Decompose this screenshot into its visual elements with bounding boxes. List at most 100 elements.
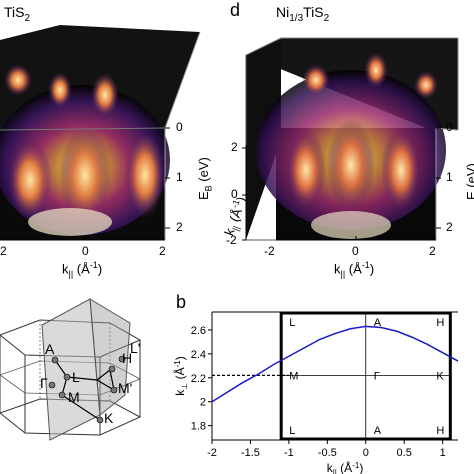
band-bottom — [28, 208, 112, 236]
y-label-k: k — [173, 389, 187, 396]
panel-letter-d: d — [230, 0, 241, 20]
x-label-close: ) — [369, 261, 375, 277]
bz-point-label: L — [289, 425, 295, 437]
panel-ni-tis2: d Ni1/3TiS2 — [221, 0, 474, 285]
bz-point-label: L — [289, 317, 295, 329]
panel-letter-b: b — [176, 292, 187, 312]
x-label-unit: (Å — [345, 261, 362, 277]
bz-label-A: A — [45, 341, 55, 357]
x-tick-label: -1.5 — [241, 447, 260, 459]
x-tick-label: 0 — [82, 244, 89, 258]
x-axis-label: k|| (Å-1) — [62, 260, 102, 279]
bz-point-label: M — [289, 370, 298, 382]
panel-tis2: TiS2 — [0, 0, 235, 285]
z-label-sub: B — [203, 185, 214, 192]
kperp-curve — [211, 325, 459, 403]
title-sub: 2 — [24, 12, 31, 24]
x-tick-label: 0 — [363, 447, 369, 459]
panel-brillouin-zone: A L H Γ M M' K L' — [0, 295, 170, 474]
band-feature — [286, 130, 326, 210]
bz-point-H — [108, 365, 116, 373]
title-b: TiS — [303, 4, 324, 20]
z-axis-label-partial: E (eV) — [464, 163, 474, 200]
x-label-sub: || — [68, 268, 74, 279]
x-tick-label: -1 — [284, 447, 294, 459]
bz-label-L: L — [72, 369, 80, 385]
z-tick-label: 2 — [176, 220, 183, 234]
x-label-close: ) — [359, 461, 363, 474]
x-tick-label: 2 — [159, 244, 166, 258]
y-tick-label: 2 — [200, 397, 206, 409]
y-tick-label: 2.2 — [191, 373, 206, 385]
bz-path — [61, 394, 101, 421]
panel-kperp-chart: b -2 -1.5 -1 -0.5 0 0.5 1 1.8 2 2.2 2.4 2.6 L A H M Γ K L A… — [170, 290, 474, 474]
y-label-exp: -1 — [173, 360, 182, 368]
z-label-unit: (eV) — [196, 157, 211, 186]
y-tick-label: 2.4 — [191, 349, 206, 361]
x-label-close: ) — [97, 261, 103, 277]
title-main: TiS — [4, 4, 25, 20]
cube-edge — [164, 31, 201, 129]
bz-point-K — [96, 416, 104, 424]
x-axis-label: k|| (Å-1) — [334, 260, 374, 279]
bz-point-L — [63, 373, 71, 381]
cube-edge — [281, 37, 459, 130]
x-tick-label: 1 — [440, 447, 446, 459]
bz-point-A — [51, 356, 59, 364]
band-feature — [8, 140, 52, 220]
z-tick-label: 1 — [446, 170, 453, 184]
brillouin-zone-diagram — [0, 298, 142, 441]
band-feature — [91, 73, 119, 117]
bz-point-label: A — [374, 317, 382, 329]
bz-point-M — [58, 391, 66, 399]
band-bottom — [311, 211, 391, 239]
title-sub1: 1/3 — [289, 12, 304, 24]
y-label-unit: (Å — [172, 367, 187, 382]
bz-label-K: K — [104, 410, 114, 426]
x-label-main: k — [334, 261, 341, 277]
y-axis-label: k⊥ (Å-1) — [172, 356, 189, 395]
bz-point-label: K — [436, 370, 444, 382]
x-tick-label: -0.5 — [318, 447, 337, 459]
cube-edge — [245, 37, 282, 56]
x-tick-label: 0.5 — [397, 447, 412, 459]
y-label-unit: (Å — [225, 206, 245, 228]
x-tick-label: -2 — [207, 447, 217, 459]
z-label-main: E — [196, 191, 211, 200]
x-label-exp: -1 — [89, 260, 98, 270]
x-label-k: k — [327, 461, 334, 474]
bz-point-label: H — [436, 317, 444, 329]
x-tick-label: -2 — [264, 244, 275, 258]
y-tick-label: 0 — [231, 187, 238, 201]
bz-mid-plane — [0, 360, 141, 396]
z-tick-label: 1 — [176, 170, 183, 184]
band-feature — [414, 71, 438, 99]
band-feature — [4, 64, 32, 96]
bz-point-L-prime — [118, 355, 126, 363]
bz-point-gamma — [48, 381, 56, 389]
z-axis-label: EB (eV) — [196, 157, 214, 200]
bz-cut-plane — [41, 298, 101, 441]
title-sub2: 2 — [323, 12, 330, 24]
cube-edge — [0, 127, 166, 131]
band-feature — [48, 72, 72, 108]
bz-point-label: H — [436, 425, 444, 437]
bz-label-M-prime: M' — [118, 380, 133, 396]
band-feature — [125, 131, 165, 219]
x-tick-label: 2 — [0, 244, 7, 258]
y-label-sub: ⊥ — [180, 383, 189, 390]
z-tick-label: 2 — [446, 220, 453, 234]
x-axis-label: k|| (Å-1) — [327, 460, 364, 474]
bz-label-H: H — [122, 350, 133, 366]
x-label-main: k — [62, 261, 69, 277]
bz-label-gamma: Γ — [40, 375, 48, 391]
y-tick-label: 2.6 — [191, 325, 206, 337]
band-feature — [327, 119, 375, 211]
band-feature — [381, 128, 421, 212]
x-label-exp: -1 — [352, 461, 360, 470]
y-tick-label: 1.8 — [191, 421, 206, 433]
tis2-3d-plot — [0, 25, 201, 241]
band-feature — [59, 127, 111, 223]
z-tick-label: 0 — [446, 120, 453, 134]
bz-point-label: Γ — [374, 370, 380, 382]
